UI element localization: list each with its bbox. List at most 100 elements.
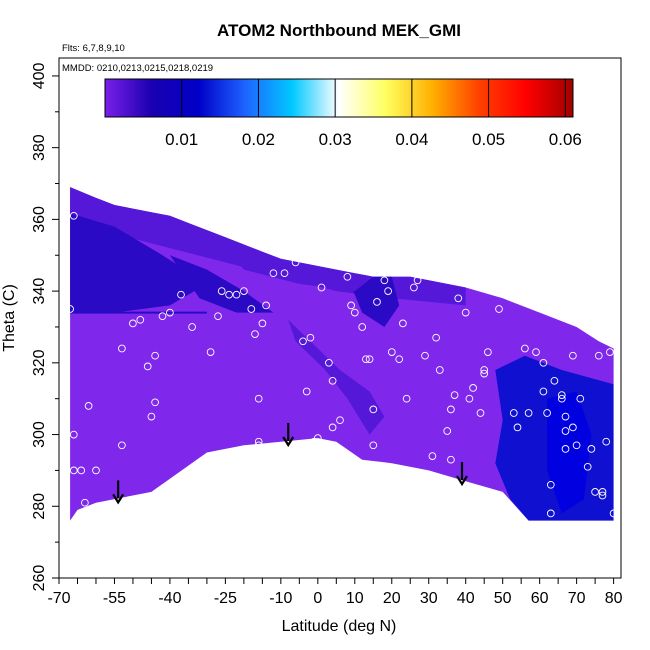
sample-point xyxy=(325,358,333,367)
sample-point xyxy=(594,351,603,360)
sample-point xyxy=(217,287,226,295)
sample-point xyxy=(317,283,326,292)
sample-point xyxy=(69,466,78,475)
x-axis: -70 -55 -40 -25 -10 0 10 20 30 40 50 60 70 80 xyxy=(47,578,623,607)
sample-point xyxy=(69,430,78,439)
sample-point xyxy=(532,348,540,356)
sample-point xyxy=(410,283,418,292)
sample-point xyxy=(225,290,233,299)
x-tick-label: 40 xyxy=(457,590,475,607)
sample-point xyxy=(569,423,577,432)
sample-point xyxy=(465,394,474,403)
sample-point xyxy=(328,376,337,385)
sample-point xyxy=(587,445,596,453)
sample-point xyxy=(569,351,577,360)
sample-point xyxy=(280,269,289,278)
sample-point xyxy=(561,412,570,421)
sample-point xyxy=(358,323,367,331)
sample-point xyxy=(66,305,74,313)
x-tick-label: 60 xyxy=(531,590,549,607)
sample-point xyxy=(546,480,555,489)
sample-point xyxy=(151,351,159,360)
sample-point xyxy=(539,387,548,396)
sample-point xyxy=(147,412,156,421)
sample-point xyxy=(365,355,374,364)
sample-point xyxy=(546,509,555,518)
x-tick-label: 0 xyxy=(313,590,322,607)
sample-point xyxy=(158,312,167,321)
sample-point xyxy=(118,344,126,353)
sample-point xyxy=(513,423,522,432)
sample-point xyxy=(380,276,389,285)
colorbar-tick-label: 0.06 xyxy=(549,130,582,149)
sample-point xyxy=(254,441,263,450)
sample-point xyxy=(387,348,396,356)
sample-point xyxy=(550,376,559,385)
sample-point xyxy=(232,290,241,299)
y-tick-label: 380 xyxy=(31,134,48,161)
sample-point xyxy=(151,398,159,407)
concentration-field xyxy=(70,187,614,521)
sample-point xyxy=(188,323,196,331)
sample-point xyxy=(447,455,455,464)
sample-point xyxy=(399,319,407,328)
x-tick-label: 20 xyxy=(383,590,401,607)
sample-point xyxy=(583,462,592,471)
sample-points xyxy=(66,211,618,518)
sample-point xyxy=(177,290,185,299)
sample-point xyxy=(521,344,529,353)
sample-point xyxy=(343,272,352,281)
sample-point xyxy=(310,437,318,446)
sample-point xyxy=(254,394,263,403)
sample-point xyxy=(373,298,381,306)
sample-point xyxy=(428,452,437,460)
sample-point xyxy=(480,366,489,374)
y-tick-label: 280 xyxy=(31,493,48,520)
sample-point xyxy=(435,366,444,374)
colorbar-tick-label: 0.05 xyxy=(472,130,505,149)
colorbar-tick-label: 0.04 xyxy=(395,130,428,149)
x-tick-label: 80 xyxy=(605,590,623,607)
sample-point xyxy=(402,394,411,403)
sample-point xyxy=(591,488,599,496)
sample-point xyxy=(524,409,533,417)
sample-point xyxy=(306,333,315,342)
sample-point xyxy=(81,498,89,507)
sample-point xyxy=(347,301,355,310)
sample-point xyxy=(254,437,263,446)
sample-point xyxy=(258,319,267,328)
sample-point xyxy=(299,337,307,346)
colorbar-frame xyxy=(104,78,574,118)
x-tick-label: -40 xyxy=(158,590,181,607)
sample-point xyxy=(495,305,503,313)
sample-point xyxy=(247,305,256,313)
x-tick-label: 10 xyxy=(346,590,364,607)
sample-point xyxy=(328,423,337,432)
sample-point xyxy=(384,287,392,295)
sample-point xyxy=(598,488,607,496)
tropopause-arrow xyxy=(456,462,468,487)
sample-point xyxy=(461,308,470,317)
sample-point xyxy=(251,330,259,338)
colorbar-tick-label: 0.01 xyxy=(165,130,198,149)
tropopause-arrow xyxy=(282,423,295,448)
x-tick-label: -25 xyxy=(214,590,237,607)
sample-point xyxy=(602,437,611,446)
sample-point xyxy=(476,409,485,417)
sample-point xyxy=(413,276,422,285)
y-tick-label: 340 xyxy=(31,278,48,305)
colorbar-gradient xyxy=(105,79,573,117)
y-tick-label: 360 xyxy=(31,206,48,233)
x-axis-label: Latitude (deg N) xyxy=(282,618,397,635)
sample-point xyxy=(543,409,551,417)
y-tick-label: 300 xyxy=(31,421,48,448)
x-tick-label: 30 xyxy=(420,590,438,607)
sample-point xyxy=(395,355,404,364)
sample-point xyxy=(369,405,378,414)
field-core-north xyxy=(547,391,592,514)
sample-point xyxy=(421,351,429,360)
sample-point xyxy=(606,348,614,356)
sample-point xyxy=(92,466,100,475)
field-band-streak xyxy=(288,319,385,435)
sample-point xyxy=(572,441,581,450)
